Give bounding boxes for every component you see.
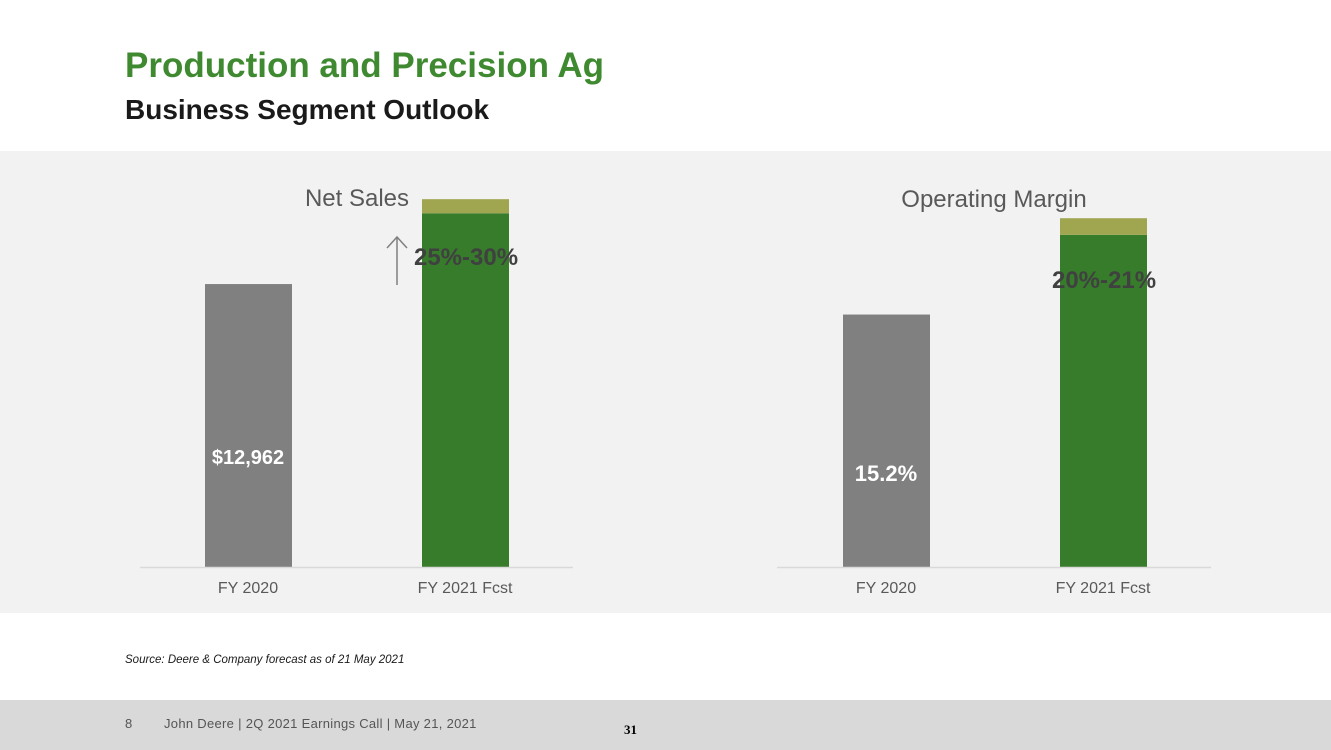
charts-panel: Net Sales FY 2020 FY 2021 Fcst $12,962 2… [0,151,1331,613]
operating-margin-title: Operating Margin [901,186,1086,213]
operating-margin-bar-fy2021-range [1060,218,1147,235]
page-title: Production and Precision Ag [125,46,605,85]
net-sales-label-fy2021: 25%-30% [414,244,518,271]
operating-margin-bar-fy2021 [1060,234,1147,567]
operating-margin-chart: Operating Margin FY 2020 FY 2021 Fcst 15… [777,186,1211,597]
chart-canvas: Net Sales FY 2020 FY 2021 Fcst $12,962 2… [140,185,1211,597]
operating-margin-xtick-fy2020: FY 2020 [856,580,916,597]
footer-bar: 8 John Deere | 2Q 2021 Earnings Call | M… [0,700,1331,750]
net-sales-xtick-fy2021: FY 2021 Fcst [418,580,513,597]
slide-number: 31 [624,722,637,737]
net-sales-bar-fy2021-range [422,199,509,214]
footer-text: John Deere | 2Q 2021 Earnings Call | May… [164,716,477,731]
net-sales-title: Net Sales [305,185,409,212]
source-note: Source: Deere & Company forecast as of 2… [125,654,405,666]
footer-page-number: 8 [125,716,133,731]
net-sales-chart: Net Sales FY 2020 FY 2021 Fcst $12,962 2… [140,185,573,597]
operating-margin-label-fy2020: 15.2% [855,461,917,486]
operating-margin-label-fy2021: 20%-21% [1052,267,1156,294]
net-sales-bar-fy2020 [205,284,292,567]
operating-margin-bar-fy2020 [843,314,930,567]
operating-margin-xtick-fy2021: FY 2021 Fcst [1056,580,1151,597]
up-arrow-icon [386,235,408,285]
net-sales-label-fy2020: $12,962 [212,447,284,469]
net-sales-xtick-fy2020: FY 2020 [218,580,278,597]
page-subtitle: Business Segment Outlook [125,94,490,125]
net-sales-bar-fy2021 [422,213,509,568]
